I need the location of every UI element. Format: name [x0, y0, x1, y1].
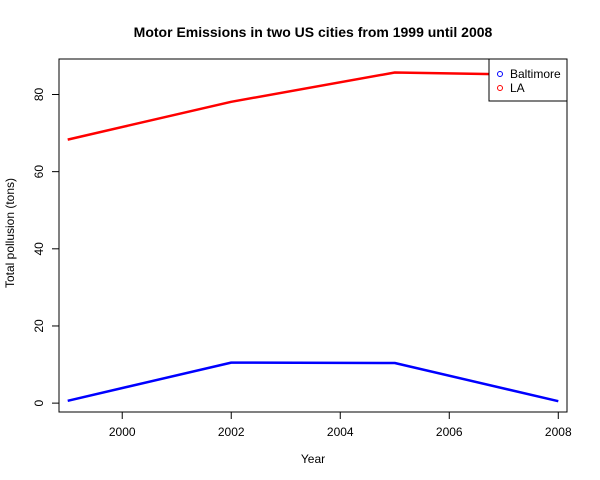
- x-tick-label: 2002: [218, 425, 245, 439]
- legend-label-la: LA: [510, 81, 525, 95]
- x-tick-label: 2008: [545, 425, 572, 439]
- y-tick-label: 60: [32, 165, 46, 179]
- x-tick-label: 2000: [109, 425, 136, 439]
- legend-marker-la: [497, 85, 503, 91]
- legend-label-baltimore: Baltimore: [510, 67, 561, 81]
- y-tick-label: 80: [32, 87, 46, 101]
- legend-marker-baltimore: [497, 71, 503, 77]
- x-tick-label: 2004: [327, 425, 354, 439]
- y-tick-label: 20: [32, 319, 46, 333]
- y-axis: 0 20 40 60 80: [32, 87, 60, 406]
- x-axis: 2000 2002 2004 2006 2008: [109, 411, 572, 439]
- legend-box: [488, 58, 568, 102]
- plot-frame: [58, 58, 568, 413]
- y-axis-label: Total pollusion (tons): [3, 178, 17, 288]
- series-layer: [67, 71, 559, 403]
- y-tick-label: 0: [32, 399, 46, 406]
- y-tick-label: 40: [32, 242, 46, 256]
- x-axis-label: Year: [301, 452, 325, 466]
- chart-title: Motor Emissions in two US cities from 19…: [134, 24, 493, 40]
- series-line-la: [67, 71, 559, 141]
- series-line-baltimore: [67, 361, 559, 403]
- x-tick-label: 2006: [436, 425, 463, 439]
